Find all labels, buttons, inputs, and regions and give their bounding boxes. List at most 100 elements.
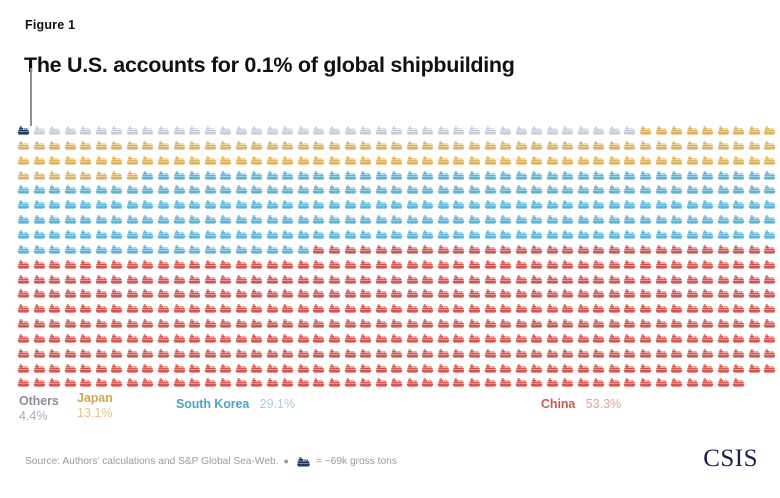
ship-icon bbox=[157, 274, 170, 284]
ship-icon bbox=[344, 349, 357, 358]
ship-icon bbox=[515, 378, 528, 388]
ship-icon bbox=[499, 185, 512, 194]
ship-icon bbox=[623, 378, 636, 388]
ship-icon bbox=[732, 215, 745, 224]
ship-icon bbox=[484, 245, 497, 254]
ship-icon bbox=[188, 274, 201, 284]
ship-icon bbox=[592, 155, 605, 165]
ship-icon bbox=[204, 230, 217, 239]
ship-icon bbox=[468, 378, 481, 388]
ship-icon bbox=[515, 334, 528, 343]
ship-icon bbox=[406, 363, 419, 373]
ship-icon bbox=[655, 349, 668, 358]
ship-icon bbox=[608, 215, 621, 224]
ship-icon bbox=[126, 274, 139, 284]
ship-icon bbox=[437, 155, 450, 165]
ship-icon bbox=[48, 126, 61, 135]
ship-icon bbox=[686, 141, 699, 150]
ship-icon bbox=[717, 349, 730, 358]
ship-icon bbox=[126, 245, 139, 254]
ship-icon bbox=[17, 230, 30, 239]
ship-icon bbox=[717, 289, 730, 298]
ship-icon bbox=[406, 334, 419, 343]
ship-icon bbox=[655, 230, 668, 239]
ship-icon bbox=[173, 259, 186, 269]
ship-icon bbox=[763, 363, 776, 373]
ship-icon bbox=[763, 245, 776, 254]
ship-icon bbox=[639, 170, 652, 180]
ship-icon bbox=[173, 349, 186, 358]
ship-icon bbox=[639, 259, 652, 269]
ship-icon bbox=[763, 289, 776, 298]
ship-icon bbox=[546, 126, 559, 135]
ship-icon bbox=[406, 170, 419, 180]
ship-icon bbox=[157, 155, 170, 165]
ship-icon bbox=[95, 378, 108, 388]
ship-icon bbox=[499, 141, 512, 150]
ship-icon bbox=[219, 363, 232, 373]
ship-icon bbox=[250, 259, 263, 269]
ship-icon bbox=[48, 319, 61, 328]
ship-icon bbox=[686, 185, 699, 194]
ship-icon bbox=[561, 230, 574, 239]
ship-icon bbox=[452, 289, 465, 298]
ship-icon bbox=[219, 378, 232, 388]
ship-icon bbox=[499, 259, 512, 269]
ship-icon bbox=[312, 185, 325, 194]
ship-icon bbox=[157, 378, 170, 388]
ship-icon bbox=[577, 334, 590, 343]
ship-icon bbox=[748, 289, 761, 298]
ship-icon bbox=[375, 274, 388, 284]
ship-icon bbox=[359, 349, 372, 358]
ship-icon bbox=[577, 378, 590, 388]
ship-icon bbox=[499, 155, 512, 165]
ship-icon bbox=[157, 304, 170, 313]
ship-icon bbox=[468, 230, 481, 239]
ship-icon bbox=[732, 126, 745, 135]
ship-icon bbox=[421, 200, 434, 209]
ship-icon bbox=[561, 126, 574, 135]
ship-icon bbox=[530, 289, 543, 298]
ship-icon bbox=[79, 126, 92, 135]
ship-icon bbox=[732, 334, 745, 343]
ship-icon bbox=[266, 185, 279, 194]
ship-icon bbox=[717, 274, 730, 284]
ship-icon bbox=[141, 126, 154, 135]
ship-icon bbox=[732, 141, 745, 150]
ship-icon bbox=[157, 215, 170, 224]
ship-icon bbox=[141, 200, 154, 209]
ship-icon bbox=[499, 319, 512, 328]
ship-icon bbox=[204, 363, 217, 373]
ship-icon bbox=[344, 319, 357, 328]
ship-icon bbox=[468, 215, 481, 224]
ship-icon bbox=[639, 200, 652, 209]
ship-icon bbox=[281, 259, 294, 269]
ship-icon bbox=[141, 378, 154, 388]
ship-icon bbox=[79, 230, 92, 239]
ship-icon bbox=[608, 185, 621, 194]
ship-icon bbox=[546, 363, 559, 373]
ship-icon bbox=[623, 215, 636, 224]
ship-icon bbox=[173, 289, 186, 298]
ship-icon bbox=[126, 363, 139, 373]
ship-icon bbox=[235, 215, 248, 224]
ship-icon bbox=[623, 334, 636, 343]
ship-icon bbox=[421, 274, 434, 284]
ship-icon bbox=[48, 334, 61, 343]
ship-icon bbox=[48, 200, 61, 209]
ship-icon bbox=[499, 289, 512, 298]
ship-icon bbox=[546, 349, 559, 358]
ship-icon bbox=[17, 378, 30, 388]
ship-icon bbox=[437, 334, 450, 343]
ship-icon bbox=[157, 245, 170, 254]
ship-icon bbox=[359, 304, 372, 313]
ship-icon bbox=[110, 200, 123, 209]
ship-icon bbox=[670, 141, 683, 150]
ship-icon bbox=[406, 259, 419, 269]
ship-icon bbox=[204, 170, 217, 180]
ship-icon bbox=[126, 378, 139, 388]
ship-icon bbox=[515, 349, 528, 358]
ship-icon bbox=[33, 215, 46, 224]
ship-icon bbox=[686, 289, 699, 298]
ship-icon bbox=[328, 378, 341, 388]
